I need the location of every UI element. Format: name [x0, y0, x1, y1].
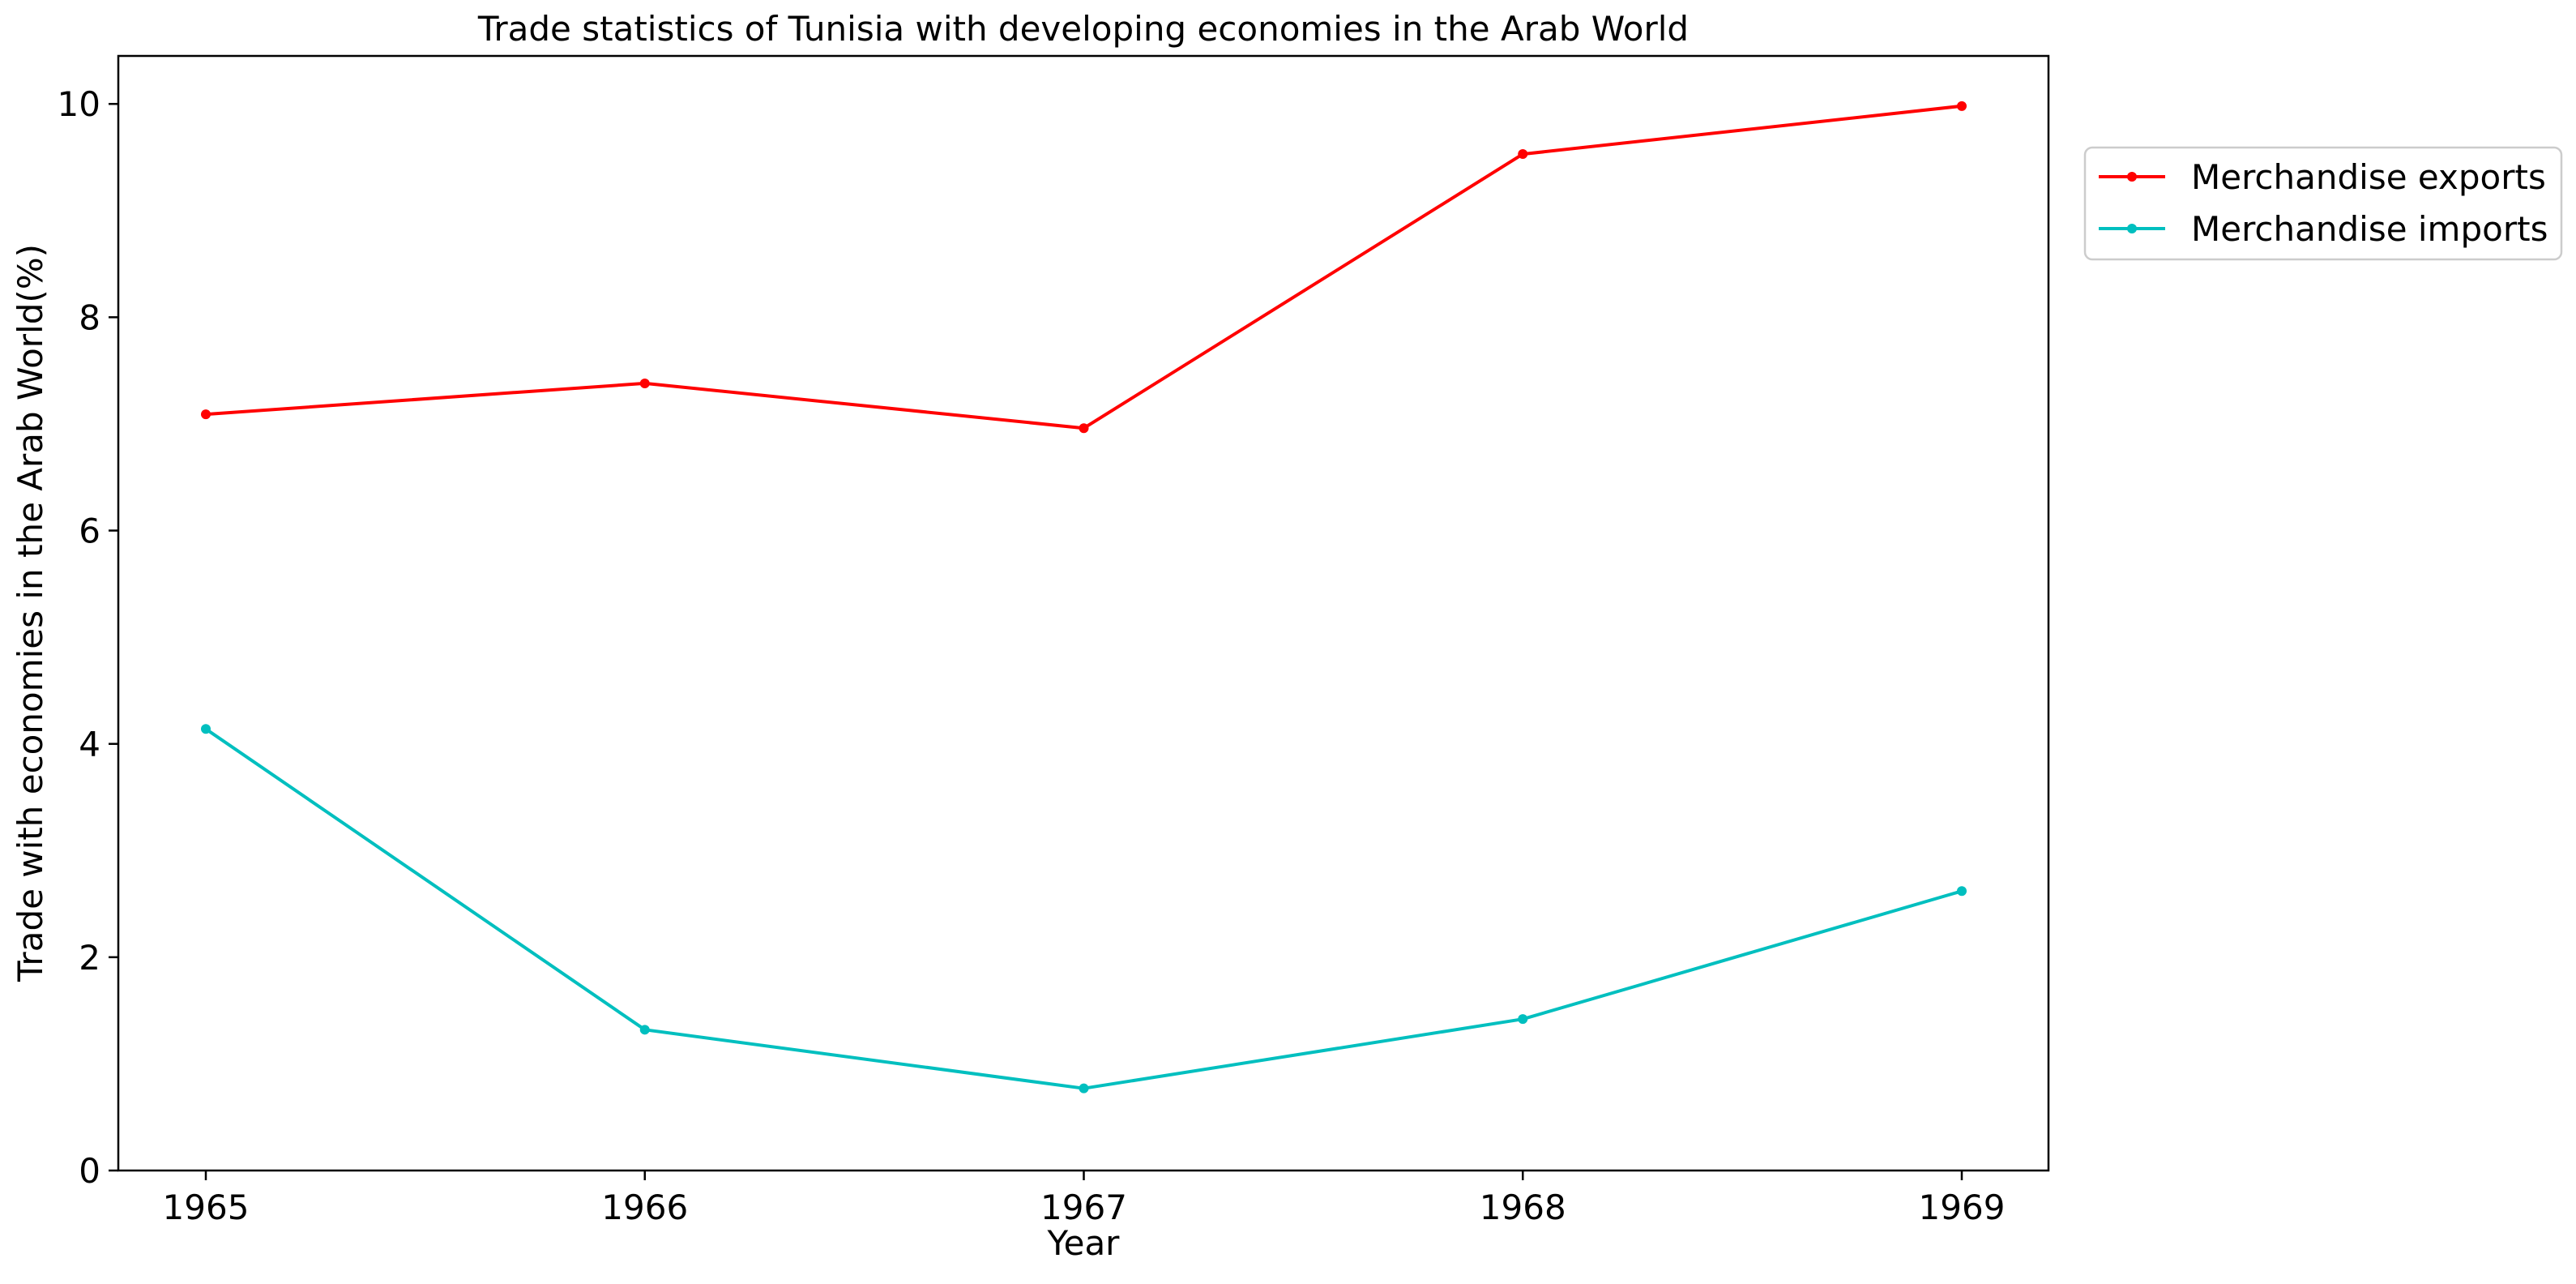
data-point: [1518, 1014, 1528, 1025]
data-point: [1957, 101, 1967, 111]
x-axis: 1965 1966 1967 1968 1969: [163, 1171, 2006, 1227]
data-point: [1957, 886, 1967, 897]
legend-marker-2: [2127, 224, 2137, 233]
y-axis: 0 2 4 6 8 10: [58, 84, 118, 1191]
y-tick-label: 10: [58, 84, 100, 124]
x-tick-label: 1967: [1040, 1188, 1127, 1227]
data-point: [1079, 1083, 1089, 1094]
y-axis-label: Trade with economies in the Arab World(%…: [11, 244, 50, 982]
y-tick-label: 0: [79, 1151, 100, 1191]
x-tick-label: 1968: [1480, 1188, 1566, 1227]
x-tick-label: 1965: [163, 1188, 250, 1227]
data-point: [201, 409, 211, 420]
x-tick-label: 1969: [1919, 1188, 2006, 1227]
chart-title: Trade statistics of Tunisia with develop…: [477, 9, 1689, 49]
y-tick-label: 2: [79, 938, 100, 978]
data-point: [639, 1025, 650, 1035]
legend-label-2: Merchandise imports: [2191, 209, 2548, 249]
series-layer: [201, 101, 1967, 1094]
data-point: [1079, 423, 1089, 434]
data-point: [1518, 149, 1528, 160]
x-axis-label: Year: [1047, 1223, 1121, 1263]
data-point: [639, 378, 650, 388]
y-tick-label: 4: [79, 725, 100, 764]
series-line-2: [204, 727, 1963, 1090]
series-line-1: [205, 104, 1963, 430]
legend-marker-1: [2127, 172, 2137, 182]
plot-area: [117, 54, 2050, 1172]
data-point: [201, 724, 211, 734]
y-tick-label: 8: [79, 297, 100, 337]
y-tick-label: 6: [79, 511, 100, 551]
legend-label-1: Merchandise exports: [2191, 157, 2546, 197]
legend: Merchandise exports Merchandise imports: [2083, 146, 2563, 261]
legend-frame: [2083, 146, 2563, 261]
x-tick-label: 1966: [601, 1188, 688, 1227]
